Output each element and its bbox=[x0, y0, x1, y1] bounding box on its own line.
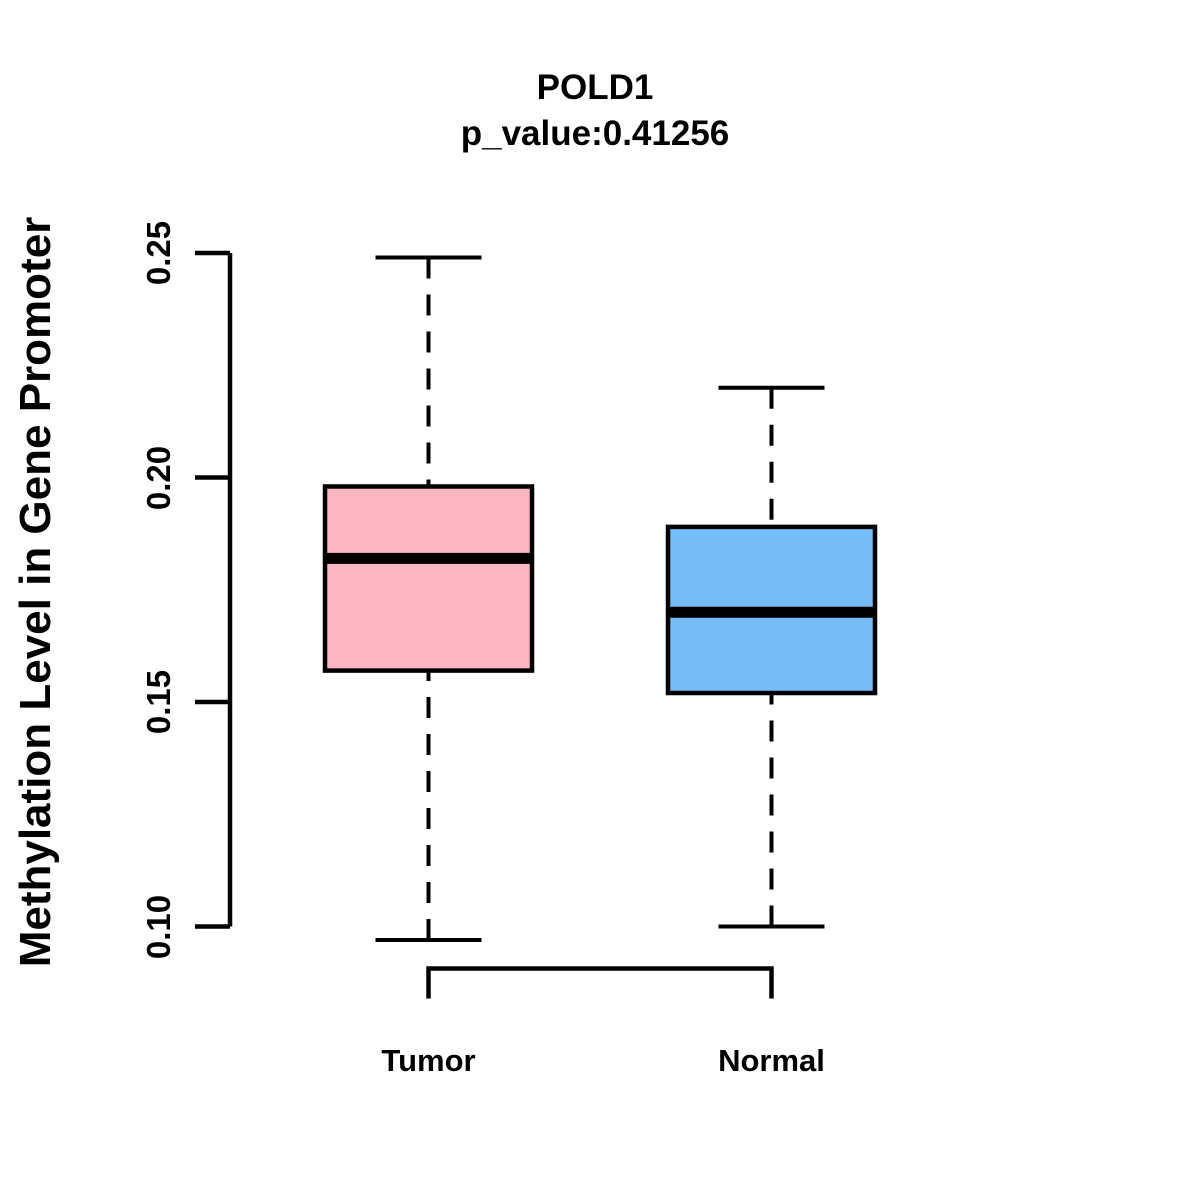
chart-subtitle-pvalue: p_value:0.41256 bbox=[460, 114, 730, 153]
y-tick-label-0.25: 0.25 bbox=[140, 220, 177, 286]
y-tick-label-0.20: 0.20 bbox=[140, 445, 177, 510]
y-tick-label-0.10: 0.10 bbox=[140, 894, 177, 959]
x-category-label-normal: Normal bbox=[718, 1043, 825, 1078]
y-tick-label-0.15: 0.15 bbox=[140, 669, 177, 735]
tumor-box bbox=[322, 484, 535, 673]
x-category-label-tumor: Tumor bbox=[381, 1043, 476, 1078]
chart-title: POLD1 bbox=[536, 68, 654, 107]
x-axis-bracket bbox=[426, 966, 774, 999]
